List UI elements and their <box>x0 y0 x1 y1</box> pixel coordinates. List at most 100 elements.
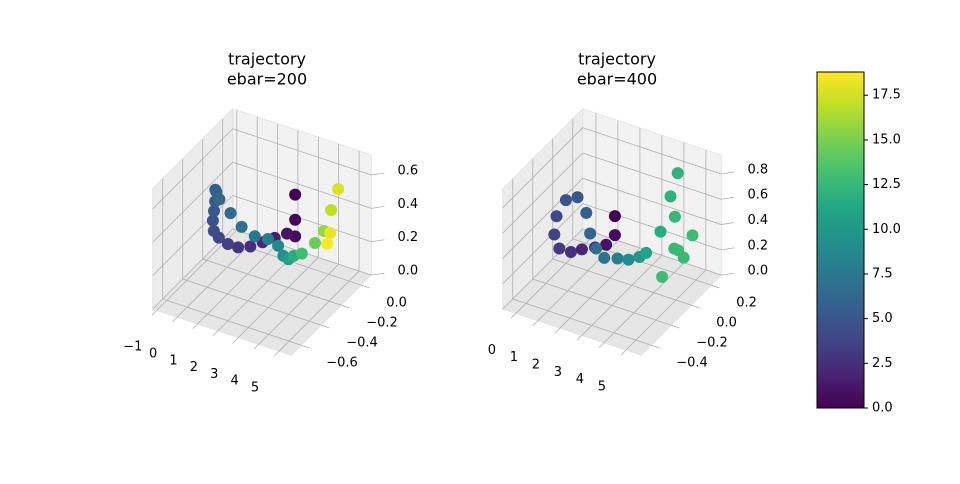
point <box>272 239 285 252</box>
grid-line <box>502 228 584 310</box>
grid-line <box>217 250 299 332</box>
y-tick-label: −0.4 <box>676 356 708 371</box>
z-tick-label: 0.8 <box>748 162 769 177</box>
grid-line <box>212 330 219 336</box>
point <box>671 167 684 180</box>
y-tick-label: −0.6 <box>326 356 358 371</box>
x-tick-label: 3 <box>210 367 218 382</box>
point <box>248 230 261 243</box>
x-tick-label: 3 <box>554 365 562 380</box>
colorbar-tick-label: 5.0 <box>872 311 893 326</box>
z-tick-label: 0.0 <box>398 264 419 279</box>
z-tick-label: 0.2 <box>398 230 419 245</box>
colorbar-tick-label: 2.5 <box>872 356 893 371</box>
colorbar-tick-label: 17.5 <box>872 88 901 103</box>
grid-line <box>510 313 517 319</box>
point <box>654 225 667 238</box>
point <box>206 214 219 227</box>
point <box>611 252 624 265</box>
colorbar-tick-label: 7.5 <box>872 266 893 281</box>
x-tick-label: 4 <box>576 372 584 387</box>
grid-line <box>151 310 158 316</box>
grid-line <box>721 171 735 175</box>
point <box>244 240 257 253</box>
chart-title: ebar=200 <box>227 70 307 89</box>
grid-line <box>576 335 583 341</box>
grid-line <box>162 298 302 346</box>
grid-line <box>721 222 735 225</box>
point <box>686 229 699 242</box>
point <box>668 210 681 223</box>
colorbar-tick-label: 0.0 <box>872 401 893 416</box>
x-tick-label: 0 <box>149 347 157 362</box>
grid-line <box>371 205 385 209</box>
grid-line <box>651 344 660 349</box>
colorbar-tick-label: 10.0 <box>872 222 901 237</box>
grid-line <box>232 195 372 243</box>
point <box>289 188 302 201</box>
point <box>548 228 561 241</box>
grid-line <box>371 272 385 276</box>
point <box>308 237 321 250</box>
grid-line <box>301 344 310 349</box>
chart-title: trajectory <box>228 50 306 69</box>
grid-line <box>532 278 672 326</box>
grid-line <box>202 258 342 306</box>
grid-line <box>253 344 259 350</box>
point <box>584 227 597 240</box>
chart-title: trajectory <box>578 50 656 69</box>
point <box>553 242 566 255</box>
z-tick-label: 0.0 <box>748 264 769 279</box>
y-tick-label: −0.4 <box>346 336 378 351</box>
x-tick-label: −1 <box>123 340 142 355</box>
chart-title: ebar=400 <box>577 70 657 89</box>
grid-line <box>232 128 372 176</box>
grid-line <box>603 262 685 344</box>
grid-line <box>258 263 339 345</box>
grid-line <box>371 239 385 243</box>
x-tick-label: 2 <box>532 357 540 372</box>
x-tick-label: 1 <box>169 353 177 368</box>
grid-line <box>341 304 350 309</box>
point <box>332 182 345 195</box>
point <box>324 227 337 240</box>
y-tick-label: −0.2 <box>366 316 398 331</box>
point <box>559 194 572 207</box>
y-tick-label: 0.2 <box>736 296 757 311</box>
grid-line <box>582 177 722 225</box>
point <box>608 229 621 242</box>
y-tick-label: 0.0 <box>716 316 737 331</box>
grid-line <box>691 304 700 309</box>
grid-line <box>502 127 584 209</box>
grid-line <box>502 203 584 284</box>
z-tick-label: 0.4 <box>398 197 419 212</box>
x-tick-label: 2 <box>190 360 198 375</box>
point <box>235 220 248 233</box>
grid-line <box>361 284 370 289</box>
point <box>224 207 237 220</box>
grid-line <box>582 127 722 175</box>
point <box>598 251 611 264</box>
grid-line <box>532 320 539 326</box>
grid-line <box>176 236 258 318</box>
point <box>600 238 613 251</box>
point <box>672 244 685 257</box>
grid-line <box>172 316 178 323</box>
grid-line <box>721 196 735 200</box>
x-tick-label: 1 <box>510 350 518 365</box>
grid-line <box>582 203 722 251</box>
grid-line <box>192 323 198 330</box>
x-tick-label: 5 <box>251 381 259 396</box>
y-tick-label: 0.0 <box>386 296 407 311</box>
grid-line <box>197 243 278 325</box>
point <box>550 210 563 223</box>
point <box>221 237 234 250</box>
point <box>289 213 302 226</box>
grid-line <box>721 272 735 276</box>
grid-line <box>152 161 234 243</box>
grid-line <box>238 257 319 338</box>
y-tick-label: −0.2 <box>696 336 728 351</box>
point <box>571 191 584 204</box>
point <box>295 247 308 260</box>
grid-line <box>625 269 707 351</box>
